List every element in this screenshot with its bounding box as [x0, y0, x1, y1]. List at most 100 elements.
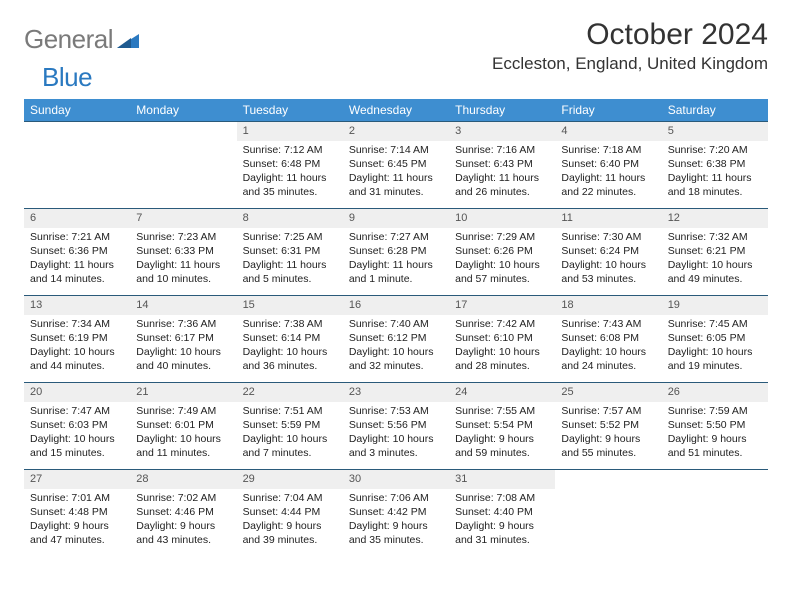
- day-body: Sunrise: 7:30 AMSunset: 6:24 PMDaylight:…: [555, 228, 661, 291]
- day-number: 27: [24, 470, 130, 489]
- daylight-text: Daylight: 10 hours and 24 minutes.: [561, 345, 655, 373]
- day-cell: 3Sunrise: 7:16 AMSunset: 6:43 PMDaylight…: [449, 122, 555, 208]
- day-number: [130, 122, 236, 141]
- sunrise-text: Sunrise: 7:01 AM: [30, 491, 124, 505]
- weekday-header-row: Sunday Monday Tuesday Wednesday Thursday…: [24, 99, 768, 121]
- day-body: Sunrise: 7:14 AMSunset: 6:45 PMDaylight:…: [343, 141, 449, 204]
- day-body: Sunrise: 7:55 AMSunset: 5:54 PMDaylight:…: [449, 402, 555, 465]
- day-cell: 12Sunrise: 7:32 AMSunset: 6:21 PMDayligh…: [662, 209, 768, 295]
- sunset-text: Sunset: 4:46 PM: [136, 505, 230, 519]
- day-number: 31: [449, 470, 555, 489]
- day-body: Sunrise: 7:21 AMSunset: 6:36 PMDaylight:…: [24, 228, 130, 291]
- daylight-text: Daylight: 10 hours and 11 minutes.: [136, 432, 230, 460]
- day-number: 10: [449, 209, 555, 228]
- day-number: 14: [130, 296, 236, 315]
- sunrise-text: Sunrise: 7:53 AM: [349, 404, 443, 418]
- day-number: [555, 470, 661, 489]
- day-number: 9: [343, 209, 449, 228]
- day-cell: 13Sunrise: 7:34 AMSunset: 6:19 PMDayligh…: [24, 296, 130, 382]
- weekday-header: Friday: [555, 99, 661, 121]
- logo-triangle-icon: [117, 24, 139, 55]
- calendar: Sunday Monday Tuesday Wednesday Thursday…: [24, 99, 768, 556]
- sunset-text: Sunset: 6:24 PM: [561, 244, 655, 258]
- day-number: 19: [662, 296, 768, 315]
- day-cell: 21Sunrise: 7:49 AMSunset: 6:01 PMDayligh…: [130, 383, 236, 469]
- day-cell: 24Sunrise: 7:55 AMSunset: 5:54 PMDayligh…: [449, 383, 555, 469]
- sunrise-text: Sunrise: 7:08 AM: [455, 491, 549, 505]
- daylight-text: Daylight: 10 hours and 40 minutes.: [136, 345, 230, 373]
- daylight-text: Daylight: 10 hours and 28 minutes.: [455, 345, 549, 373]
- day-cell: 10Sunrise: 7:29 AMSunset: 6:26 PMDayligh…: [449, 209, 555, 295]
- sunset-text: Sunset: 6:12 PM: [349, 331, 443, 345]
- sunrise-text: Sunrise: 7:27 AM: [349, 230, 443, 244]
- day-number: 13: [24, 296, 130, 315]
- sunrise-text: Sunrise: 7:23 AM: [136, 230, 230, 244]
- sunset-text: Sunset: 6:10 PM: [455, 331, 549, 345]
- daylight-text: Daylight: 9 hours and 31 minutes.: [455, 519, 549, 547]
- sunset-text: Sunset: 4:42 PM: [349, 505, 443, 519]
- daylight-text: Daylight: 11 hours and 31 minutes.: [349, 171, 443, 199]
- daylight-text: Daylight: 11 hours and 22 minutes.: [561, 171, 655, 199]
- day-number: 2: [343, 122, 449, 141]
- sunrise-text: Sunrise: 7:36 AM: [136, 317, 230, 331]
- day-body: Sunrise: 7:45 AMSunset: 6:05 PMDaylight:…: [662, 315, 768, 378]
- day-number: 23: [343, 383, 449, 402]
- sunset-text: Sunset: 5:54 PM: [455, 418, 549, 432]
- daylight-text: Daylight: 10 hours and 49 minutes.: [668, 258, 762, 286]
- sunrise-text: Sunrise: 7:20 AM: [668, 143, 762, 157]
- day-number: 1: [237, 122, 343, 141]
- day-cell: 27Sunrise: 7:01 AMSunset: 4:48 PMDayligh…: [24, 470, 130, 556]
- day-cell: 25Sunrise: 7:57 AMSunset: 5:52 PMDayligh…: [555, 383, 661, 469]
- day-number: 11: [555, 209, 661, 228]
- daylight-text: Daylight: 11 hours and 10 minutes.: [136, 258, 230, 286]
- sunrise-text: Sunrise: 7:38 AM: [243, 317, 337, 331]
- sunset-text: Sunset: 5:56 PM: [349, 418, 443, 432]
- day-body: Sunrise: 7:32 AMSunset: 6:21 PMDaylight:…: [662, 228, 768, 291]
- location: Eccleston, England, United Kingdom: [492, 54, 768, 74]
- sunrise-text: Sunrise: 7:55 AM: [455, 404, 549, 418]
- week-row: 20Sunrise: 7:47 AMSunset: 6:03 PMDayligh…: [24, 382, 768, 469]
- day-cell: [24, 122, 130, 208]
- sunrise-text: Sunrise: 7:49 AM: [136, 404, 230, 418]
- day-body: Sunrise: 7:01 AMSunset: 4:48 PMDaylight:…: [24, 489, 130, 552]
- day-number: 21: [130, 383, 236, 402]
- day-body: Sunrise: 7:29 AMSunset: 6:26 PMDaylight:…: [449, 228, 555, 291]
- weekday-header: Wednesday: [343, 99, 449, 121]
- day-cell: 23Sunrise: 7:53 AMSunset: 5:56 PMDayligh…: [343, 383, 449, 469]
- day-cell: 19Sunrise: 7:45 AMSunset: 6:05 PMDayligh…: [662, 296, 768, 382]
- day-cell: 5Sunrise: 7:20 AMSunset: 6:38 PMDaylight…: [662, 122, 768, 208]
- day-cell: 29Sunrise: 7:04 AMSunset: 4:44 PMDayligh…: [237, 470, 343, 556]
- day-cell: 8Sunrise: 7:25 AMSunset: 6:31 PMDaylight…: [237, 209, 343, 295]
- day-body: Sunrise: 7:23 AMSunset: 6:33 PMDaylight:…: [130, 228, 236, 291]
- week-row: 6Sunrise: 7:21 AMSunset: 6:36 PMDaylight…: [24, 208, 768, 295]
- day-number: 5: [662, 122, 768, 141]
- sunrise-text: Sunrise: 7:34 AM: [30, 317, 124, 331]
- sunset-text: Sunset: 5:50 PM: [668, 418, 762, 432]
- day-body: Sunrise: 7:51 AMSunset: 5:59 PMDaylight:…: [237, 402, 343, 465]
- day-body: Sunrise: 7:53 AMSunset: 5:56 PMDaylight:…: [343, 402, 449, 465]
- daylight-text: Daylight: 9 hours and 47 minutes.: [30, 519, 124, 547]
- sunrise-text: Sunrise: 7:18 AM: [561, 143, 655, 157]
- day-cell: 30Sunrise: 7:06 AMSunset: 4:42 PMDayligh…: [343, 470, 449, 556]
- day-body: Sunrise: 7:16 AMSunset: 6:43 PMDaylight:…: [449, 141, 555, 204]
- day-number: 29: [237, 470, 343, 489]
- sunset-text: Sunset: 6:45 PM: [349, 157, 443, 171]
- sunset-text: Sunset: 6:26 PM: [455, 244, 549, 258]
- sunset-text: Sunset: 6:14 PM: [243, 331, 337, 345]
- day-body: Sunrise: 7:42 AMSunset: 6:10 PMDaylight:…: [449, 315, 555, 378]
- day-number: 17: [449, 296, 555, 315]
- day-body: [662, 489, 768, 495]
- day-cell: 1Sunrise: 7:12 AMSunset: 6:48 PMDaylight…: [237, 122, 343, 208]
- day-cell: 26Sunrise: 7:59 AMSunset: 5:50 PMDayligh…: [662, 383, 768, 469]
- weeks-container: 1Sunrise: 7:12 AMSunset: 6:48 PMDaylight…: [24, 121, 768, 556]
- sunrise-text: Sunrise: 7:45 AM: [668, 317, 762, 331]
- day-cell: 6Sunrise: 7:21 AMSunset: 6:36 PMDaylight…: [24, 209, 130, 295]
- sunset-text: Sunset: 6:05 PM: [668, 331, 762, 345]
- daylight-text: Daylight: 10 hours and 15 minutes.: [30, 432, 124, 460]
- day-body: Sunrise: 7:04 AMSunset: 4:44 PMDaylight:…: [237, 489, 343, 552]
- day-body: Sunrise: 7:20 AMSunset: 6:38 PMDaylight:…: [662, 141, 768, 204]
- sunset-text: Sunset: 6:38 PM: [668, 157, 762, 171]
- day-number: 30: [343, 470, 449, 489]
- daylight-text: Daylight: 9 hours and 55 minutes.: [561, 432, 655, 460]
- weekday-header: Sunday: [24, 99, 130, 121]
